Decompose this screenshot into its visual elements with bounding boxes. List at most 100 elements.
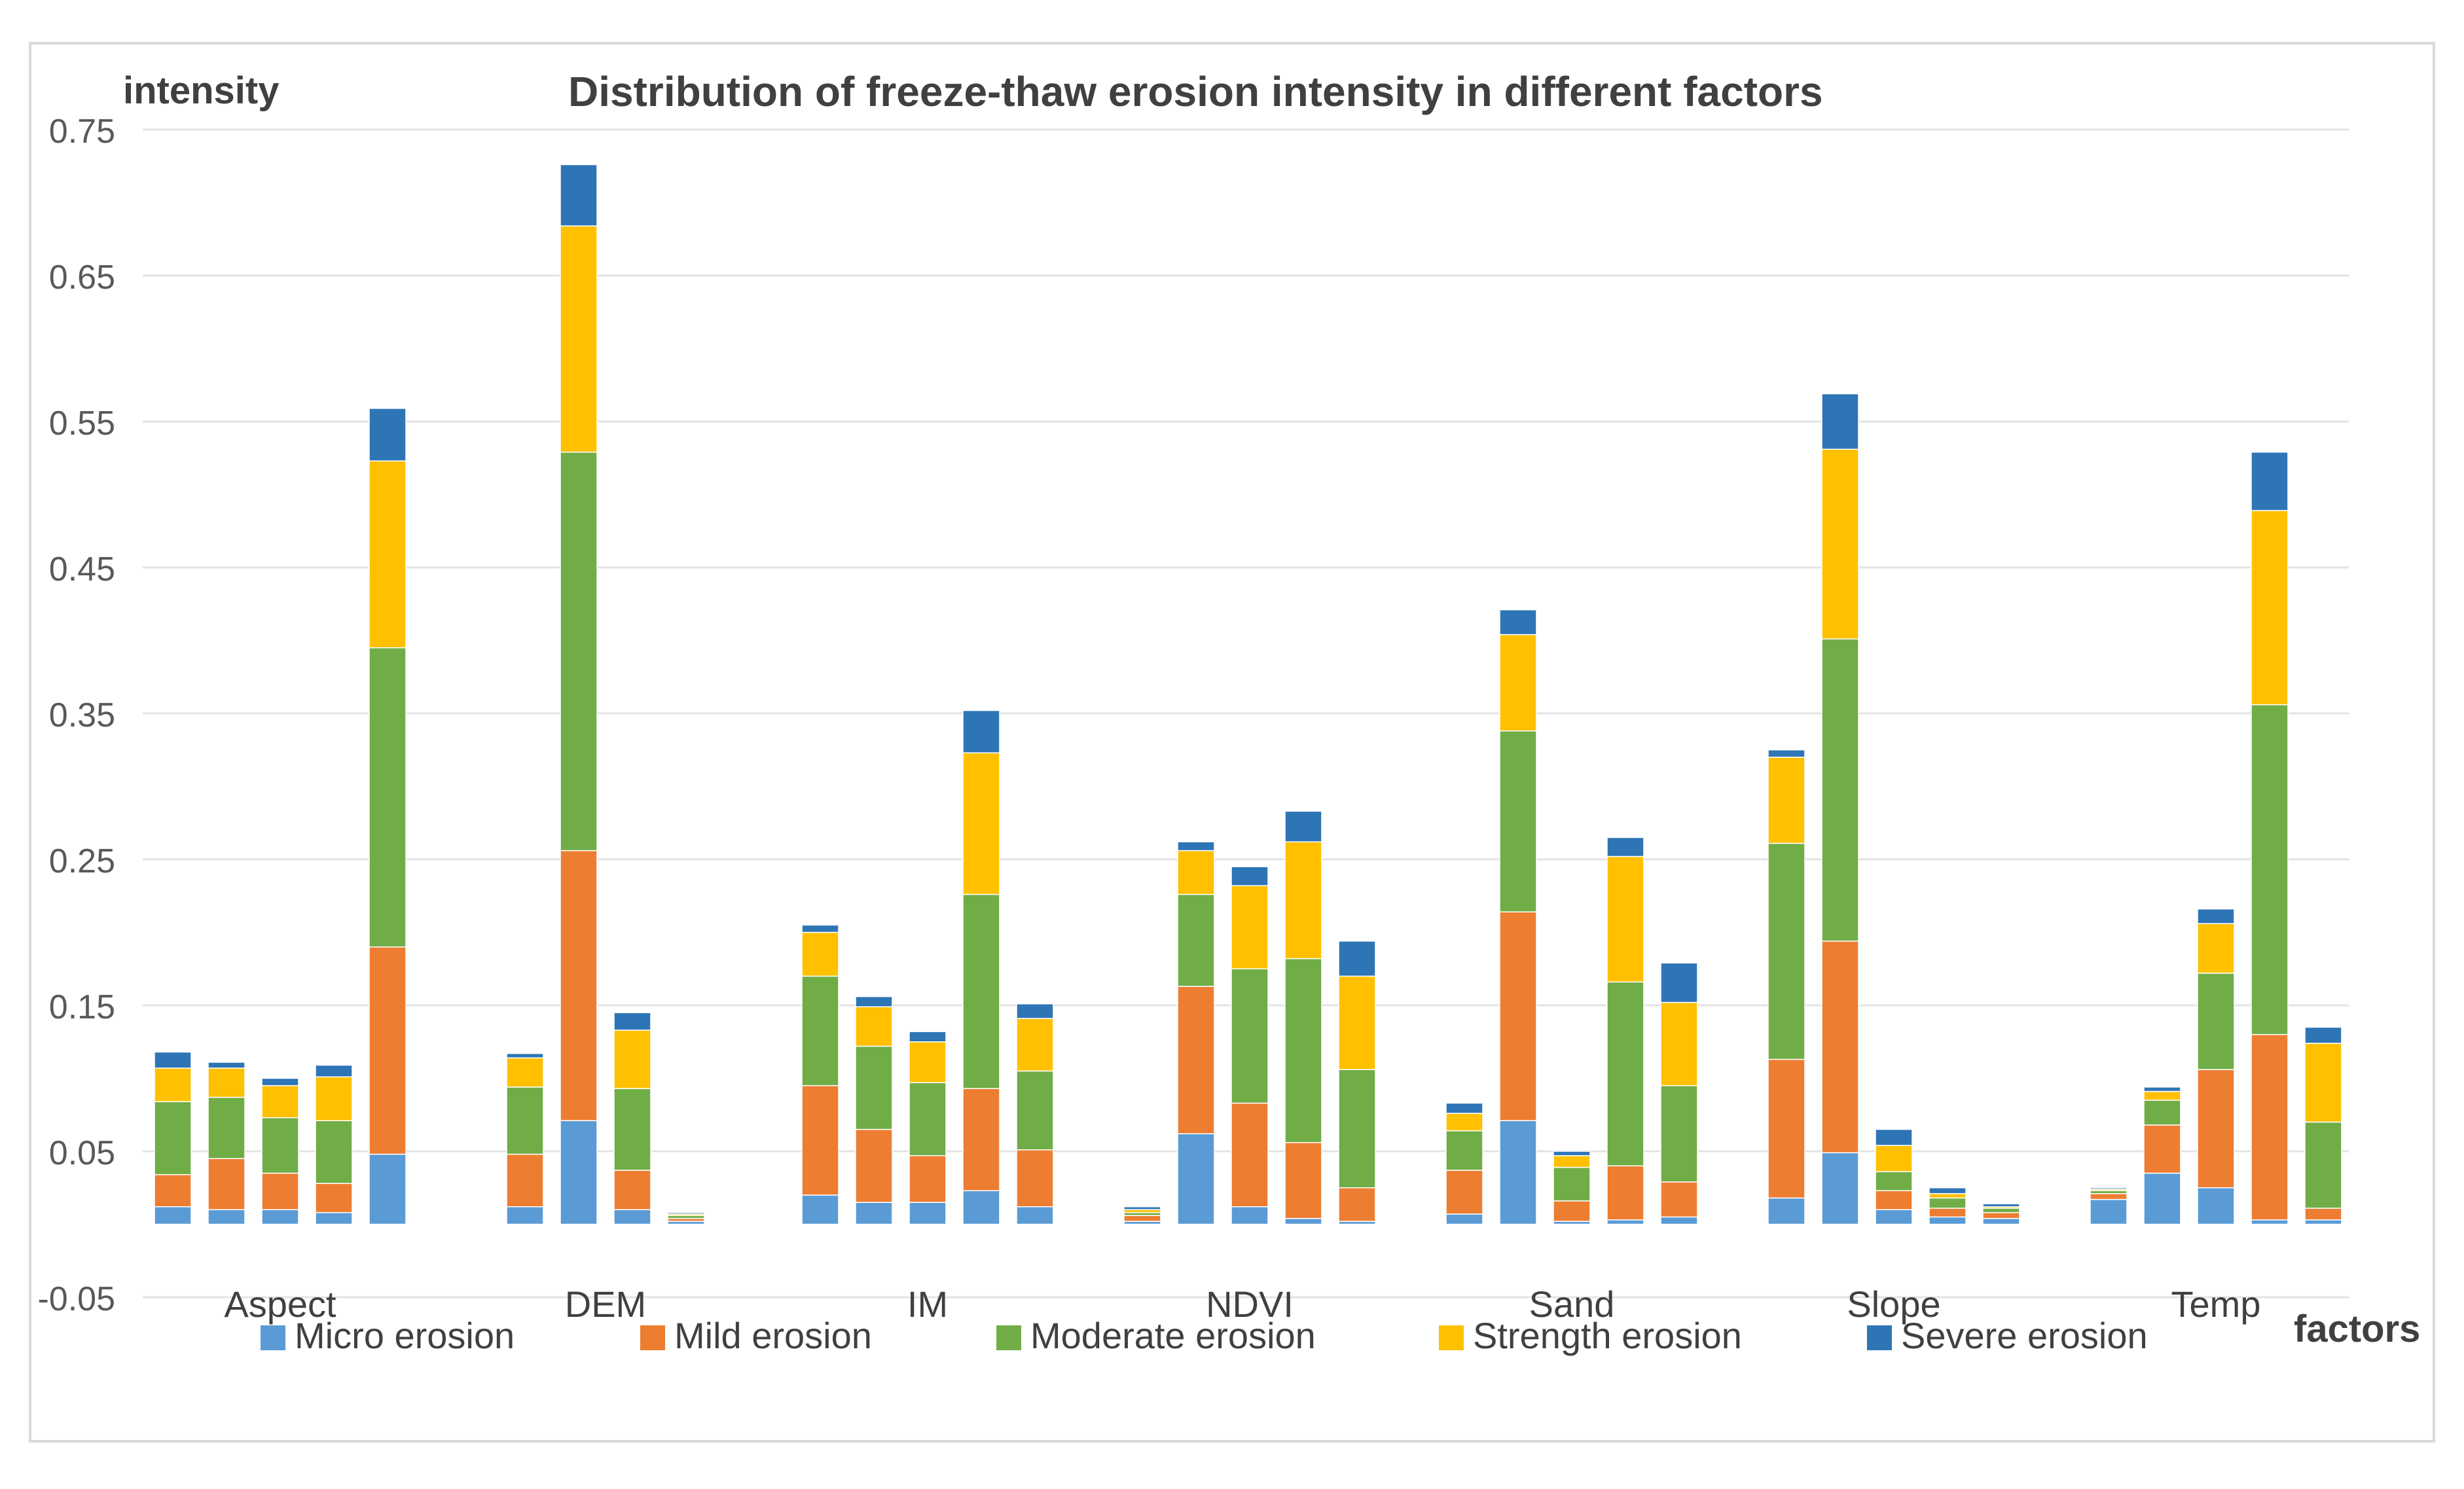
bar-segment-dem-3-3 — [613, 1088, 651, 1171]
y-tick-label: -0.05 — [37, 1280, 115, 1318]
bar-segment-temp-4-5 — [2251, 452, 2289, 511]
bar-segment-ndvi-5-4 — [1338, 975, 1376, 1070]
bar-segment-ndvi-3-2 — [1231, 1102, 1269, 1208]
bar-segment-sand-1-1 — [1445, 1213, 1483, 1225]
bar-segment-dem-1-4 — [506, 1057, 544, 1088]
bar-segment-dem-4-5 — [667, 1211, 705, 1215]
bar-segment-im-3-4 — [909, 1041, 947, 1083]
bar-segment-slope-2-2 — [1821, 941, 1859, 1153]
bar-segment-sand-3-2 — [1553, 1200, 1591, 1222]
category-label-im: IM — [907, 1283, 948, 1325]
legend-label-1: Micro erosion — [295, 1315, 515, 1356]
bar-segment-sand-3-3 — [1553, 1166, 1591, 1202]
bar-segment-im-4-3 — [962, 893, 1000, 1089]
bar-segment-slope-1-1 — [1767, 1197, 1805, 1225]
bar-segment-im-5-4 — [1016, 1018, 1054, 1072]
bar-segment-temp-5-4 — [2304, 1043, 2342, 1123]
bar-segment-aspect-3-1 — [261, 1209, 299, 1225]
bar-segment-aspect-2-1 — [208, 1209, 245, 1225]
bar-segment-temp-4-4 — [2251, 510, 2289, 706]
bar-segment-im-2-5 — [855, 996, 893, 1007]
bar-segment-temp-2-3 — [2143, 1100, 2181, 1126]
bar-segment-temp-2-5 — [2143, 1086, 2181, 1092]
bar-segment-sand-2-1 — [1499, 1120, 1537, 1225]
bar-segment-ndvi-5-5 — [1338, 941, 1376, 977]
category-label-temp: Temp — [2171, 1283, 2261, 1325]
bar-segment-dem-2-4 — [560, 225, 598, 453]
bar-segment-sand-3-4 — [1553, 1155, 1591, 1168]
bar-segment-ndvi-1-5 — [1123, 1206, 1161, 1210]
bar-segment-aspect-3-4 — [261, 1085, 299, 1119]
bar-segment-sand-4-2 — [1606, 1165, 1644, 1221]
bar-segment-temp-3-2 — [2197, 1069, 2235, 1189]
category-label-dem: DEM — [565, 1283, 646, 1325]
bar-segment-sand-1-4 — [1445, 1113, 1483, 1132]
bar-segment-aspect-5-4 — [369, 460, 407, 649]
bar-segment-slope-1-5 — [1767, 749, 1805, 758]
bar-segment-im-2-1 — [855, 1202, 893, 1225]
y-tick-label: 0.75 — [49, 113, 115, 151]
bar-segment-im-4-5 — [962, 709, 1000, 753]
bar-segment-aspect-3-5 — [261, 1077, 299, 1086]
bar-segment-dem-3-2 — [613, 1170, 651, 1210]
bar-segment-dem-2-3 — [560, 452, 598, 852]
bar-segment-temp-1-2 — [2090, 1193, 2128, 1200]
bar-segment-ndvi-2-2 — [1177, 986, 1215, 1134]
bar-segment-ndvi-3-3 — [1231, 968, 1269, 1104]
bar-segment-temp-2-1 — [2143, 1172, 2181, 1225]
bar-segment-temp-4-3 — [2251, 704, 2289, 1035]
bar-segment-aspect-5-3 — [369, 647, 407, 948]
bar-segment-im-1-1 — [801, 1194, 839, 1225]
y-tick-label: 0.55 — [49, 404, 115, 442]
bar-segment-temp-2-4 — [2143, 1090, 2181, 1101]
legend-swatch-1 — [261, 1325, 285, 1350]
bar-segment-sand-4-4 — [1606, 855, 1644, 983]
bar-segment-dem-3-1 — [613, 1209, 651, 1225]
bar-segment-aspect-3-3 — [261, 1117, 299, 1174]
bar-segment-aspect-2-2 — [208, 1158, 245, 1210]
bar-segment-sand-5-5 — [1660, 962, 1698, 1003]
bar-segment-aspect-4-5 — [315, 1064, 353, 1078]
y-tick-label: 0.45 — [49, 550, 115, 588]
legend: Micro erosion Mild erosion Moderate erosio… — [261, 1315, 2148, 1356]
y-tick-label: 0.35 — [49, 696, 115, 734]
chart-frame: 0.75 0.65 0.55 0.45 0.35 0.25 0.15 0.05 -0.05 As… — [29, 42, 2435, 1443]
bar-segment-temp-3-1 — [2197, 1187, 2235, 1225]
x-axis-label: factors — [2294, 1308, 2420, 1350]
bar-segment-sand-2-2 — [1499, 911, 1537, 1121]
bar-segment-sand-2-4 — [1499, 634, 1537, 732]
category-labels: Aspect DEM IM NDVI Sand Slope Temp — [224, 1283, 2260, 1325]
bar-segment-sand-5-2 — [1660, 1181, 1698, 1218]
y-tick-label: 0.15 — [49, 988, 115, 1026]
bar-segment-slope-3-5 — [1875, 1128, 1913, 1146]
bar-segment-dem-3-5 — [613, 1012, 651, 1031]
bar-segment-im-3-2 — [909, 1155, 947, 1203]
bar-segment-aspect-1-3 — [154, 1101, 192, 1175]
legend-swatch-3 — [996, 1325, 1021, 1350]
category-label-aspect: Aspect — [224, 1283, 336, 1325]
bar-segment-dem-2-2 — [560, 850, 598, 1121]
bar-segment-slope-3-2 — [1875, 1190, 1913, 1210]
bar-segment-slope-2-5 — [1821, 393, 1859, 450]
bar-segment-temp-2-2 — [2143, 1124, 2181, 1174]
bar-segment-slope-3-3 — [1875, 1171, 1913, 1191]
bar-segment-ndvi-4-3 — [1284, 958, 1322, 1143]
bar-segment-slope-1-3 — [1767, 842, 1805, 1060]
bar-segment-ndvi-4-5 — [1284, 810, 1322, 842]
bar-segment-im-2-2 — [855, 1128, 893, 1203]
bar-segment-temp-5-3 — [2304, 1121, 2342, 1209]
category-label-sand: Sand — [1529, 1283, 1615, 1325]
bar-segment-temp-4-2 — [2251, 1033, 2289, 1221]
bar-segment-im-1-4 — [801, 931, 839, 977]
bar-segment-temp-1-5 — [2090, 1187, 2128, 1190]
y-tick-label: 0.65 — [49, 259, 115, 296]
bar-segment-sand-4-3 — [1606, 981, 1644, 1167]
legend-label-3: Moderate erosion — [1030, 1315, 1316, 1356]
bar-segment-temp-4-1 — [2251, 1219, 2289, 1225]
bar-segment-sand-2-3 — [1499, 730, 1537, 913]
bar-segment-slope-5-1 — [1982, 1217, 2020, 1225]
bar-segment-aspect-4-2 — [315, 1183, 353, 1213]
bar-segment-aspect-1-4 — [154, 1067, 192, 1102]
bar-segment-slope-1-2 — [1767, 1058, 1805, 1199]
bar-segment-slope-1-4 — [1767, 757, 1805, 844]
